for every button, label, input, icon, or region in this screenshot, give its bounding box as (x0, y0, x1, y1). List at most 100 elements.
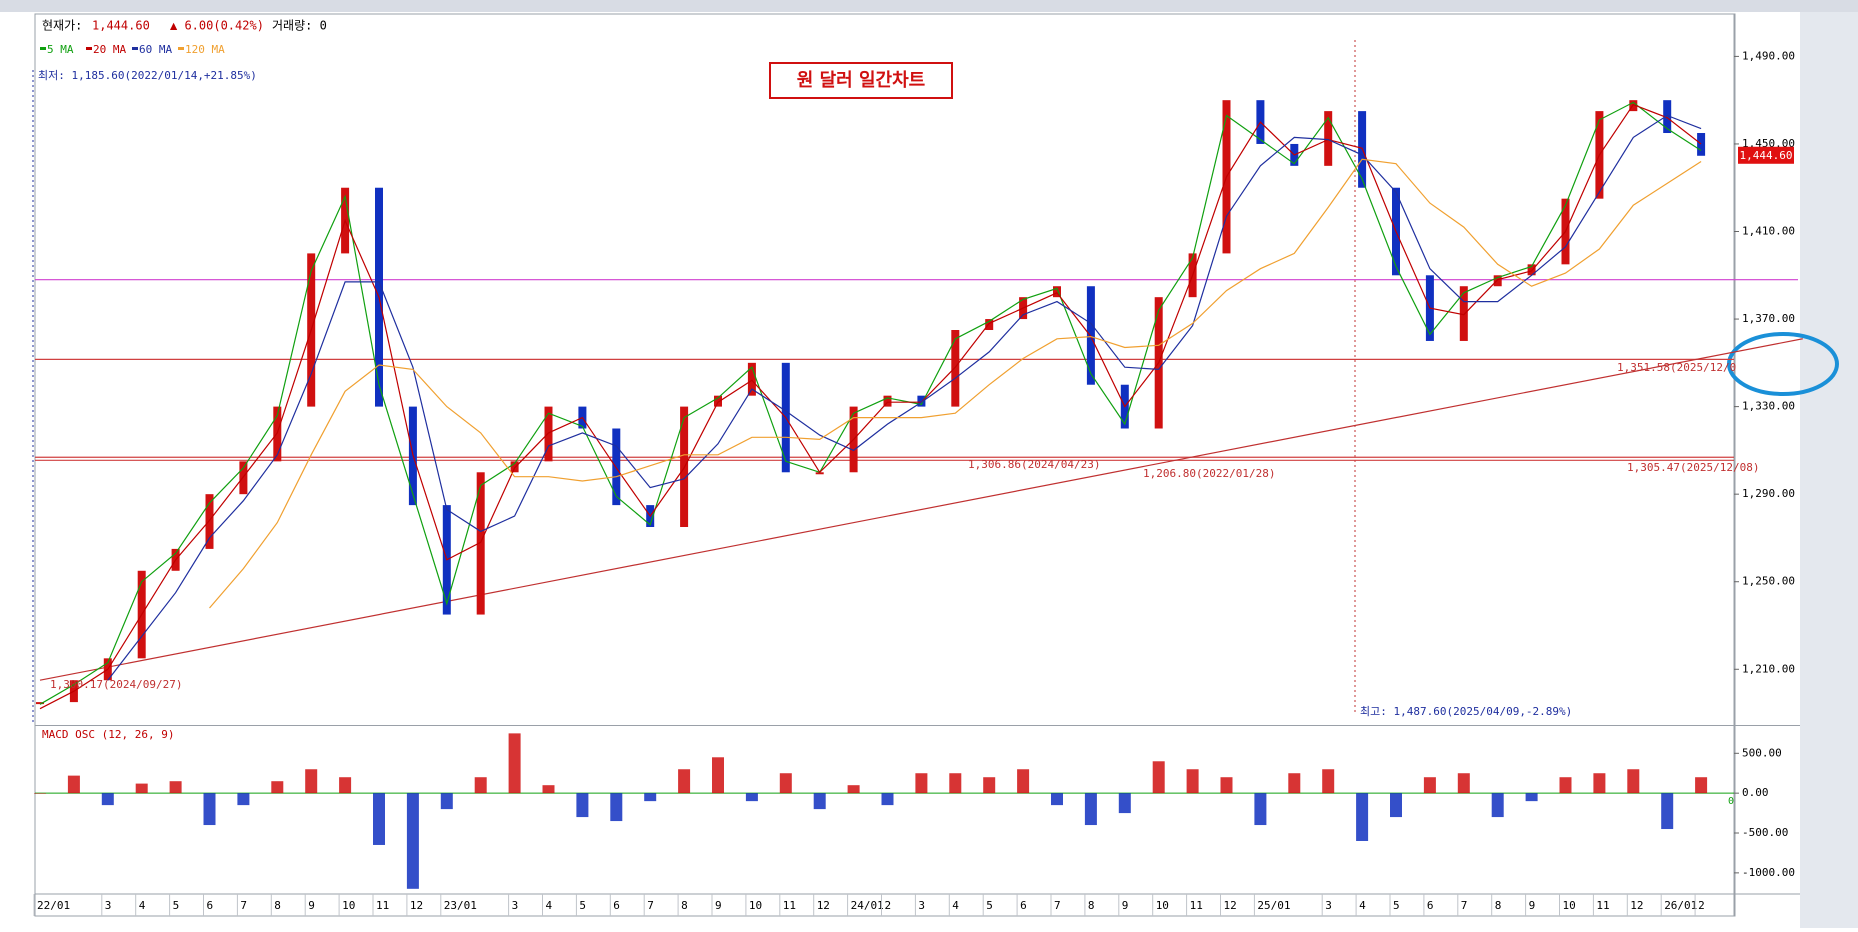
y-tick-label: 1,290.00 (1742, 487, 1795, 500)
x-tick-label: 26/01 (1664, 899, 1697, 912)
osc-bar (101, 793, 114, 806)
x-tick-label: 12 (1224, 899, 1237, 912)
x-tick-label: 5 (173, 899, 180, 912)
osc-bar (542, 785, 555, 794)
candle (205, 494, 214, 549)
x-tick-label: 7 (647, 899, 654, 912)
highlight-circle (1727, 332, 1839, 396)
x-tick-label: 8 (1495, 899, 1502, 912)
y-tick-label: 0.00 (1742, 786, 1769, 799)
x-tick-label: 4 (546, 899, 553, 912)
x-tick-label: 10 (1563, 899, 1576, 912)
osc-bar (1017, 769, 1030, 794)
osc-bar (1186, 769, 1199, 794)
osc-bar (1661, 793, 1674, 830)
annotation: 1,305.47(2025/12/08) (1627, 461, 1759, 474)
osc-bar (1051, 793, 1063, 806)
osc-bar (745, 793, 758, 802)
legend-label: 20 MA (93, 43, 126, 56)
candle (239, 461, 248, 495)
annotation: 최저: 1,185.60(2022/01/14,+21.85%) (38, 69, 257, 82)
ma-line (107, 114, 1702, 681)
title-box (769, 62, 953, 99)
x-tick-label: 4 (1359, 899, 1366, 912)
legend-swatch (40, 47, 46, 50)
x-tick-label: 10 (1156, 899, 1169, 912)
candle (1527, 264, 1536, 276)
candle (1493, 275, 1502, 287)
osc-bar (678, 769, 691, 794)
x-tick-label: 10 (749, 899, 762, 912)
osc-bar (169, 781, 182, 794)
x-tick-label: 8 (274, 899, 281, 912)
change: ▲ 6.00(0.42%) (170, 19, 264, 33)
price-tag (1738, 146, 1794, 164)
x-tick-label: 9 (308, 899, 315, 912)
y-tick-label: 1,330.00 (1742, 400, 1795, 413)
x-tick-label: 6 (1020, 899, 1027, 912)
annotation: 1,300.17(2024/09/27) (50, 678, 182, 691)
y-tick-label: 1,450.00 (1742, 137, 1795, 150)
candle (476, 472, 485, 615)
y-tick-label: -1000.00 (1742, 866, 1795, 879)
x-tick-label: 5 (986, 899, 993, 912)
osc-bar (1356, 793, 1369, 841)
osc-bar (1457, 773, 1470, 794)
y-tick-label: -500.00 (1742, 826, 1788, 839)
osc-bar (915, 773, 928, 794)
x-tick-label: 23/01 (444, 899, 477, 912)
osc-bar (881, 793, 894, 806)
candle (1086, 286, 1095, 385)
x-tick-label: 8 (681, 899, 688, 912)
x-tick-label: 4 (952, 899, 959, 912)
candle (1053, 286, 1061, 298)
x-tick-label: 7 (1461, 899, 1468, 912)
osc-bar (1118, 793, 1131, 814)
legend-swatch (86, 47, 92, 50)
osc-bar (813, 793, 826, 810)
x-tick-label: 4 (139, 899, 146, 912)
x-tick-label: 9 (1122, 899, 1129, 912)
osc-bar (1627, 769, 1640, 794)
x-tick-label: 5 (1393, 899, 1400, 912)
osc-bar (440, 793, 453, 810)
candle (510, 461, 519, 473)
osc-bar (1695, 777, 1708, 794)
x-tick-label: 7 (1054, 899, 1061, 912)
osc-bar (271, 781, 284, 794)
legend-swatch (178, 47, 184, 50)
candle (1324, 111, 1333, 166)
osc-bar (339, 777, 352, 794)
x-tick-label: 7 (240, 899, 247, 912)
osc-bar (1254, 793, 1267, 826)
x-tick-label: 10 (342, 899, 355, 912)
osc-bar (1559, 777, 1572, 794)
x-tick-label: 2 (885, 899, 892, 912)
candle (815, 472, 824, 475)
y-tick-label: 1,370.00 (1742, 312, 1795, 325)
osc-bar (949, 773, 962, 794)
candle (36, 702, 44, 705)
osc-bar (1491, 793, 1504, 818)
x-tick-label: 11 (376, 899, 389, 912)
volume: 거래량: 0 (272, 19, 327, 33)
osc-bar (1525, 793, 1538, 802)
candle (544, 406, 553, 462)
x-tick-label: 11 (1596, 899, 1609, 912)
legend-label: 5 MA (47, 43, 74, 56)
x-tick-label: 11 (1190, 899, 1203, 912)
x-tick-label: 11 (783, 899, 796, 912)
trend-line (39, 338, 1803, 681)
x-tick-label: 5 (579, 899, 586, 912)
osc-bar (237, 793, 250, 806)
x-tick-label: 9 (1529, 899, 1536, 912)
osc-bar (474, 777, 487, 794)
osc-bar (406, 793, 419, 889)
osc-bar (1220, 777, 1233, 794)
side-panel (1800, 12, 1858, 928)
candle (612, 428, 621, 506)
osc-bar (847, 785, 860, 794)
osc-bar (508, 733, 521, 794)
x-tick-label: 3 (918, 899, 925, 912)
